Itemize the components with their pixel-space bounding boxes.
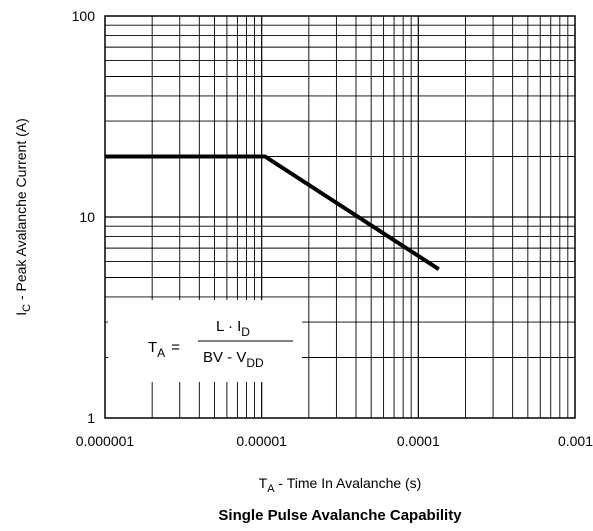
y-tick-label: 1 bbox=[87, 410, 95, 426]
formula-annotation: TA = L · ID BV - VDD bbox=[108, 300, 302, 382]
x-tick-label: 0.0001 bbox=[397, 433, 440, 449]
formula-denominator: BV - VDD bbox=[203, 349, 264, 370]
tick-labels: 0.000001 0.00001 0.0001 0.001 1 10 100 bbox=[72, 8, 593, 449]
formula-numerator: L · ID bbox=[216, 318, 250, 339]
x-tick-label: 0.001 bbox=[558, 433, 593, 449]
x-tick-label: 0.00001 bbox=[236, 433, 287, 449]
y-axis-title: IC - Peak Avalanche Current (A) bbox=[13, 118, 33, 316]
series-line-1 bbox=[105, 154, 440, 271]
series-layer bbox=[105, 154, 440, 271]
chart-title: Single Pulse Avalanche Capability bbox=[218, 507, 462, 524]
formula-lhs: TA = bbox=[148, 339, 180, 360]
y-tick-label: 10 bbox=[79, 209, 95, 225]
x-tick-label: 0.000001 bbox=[76, 433, 135, 449]
grid-lines bbox=[105, 16, 575, 418]
x-axis-title: TA - Time In Avalanche (s) bbox=[259, 475, 422, 495]
y-tick-label: 100 bbox=[72, 8, 96, 24]
plot-frame bbox=[104, 15, 576, 419]
